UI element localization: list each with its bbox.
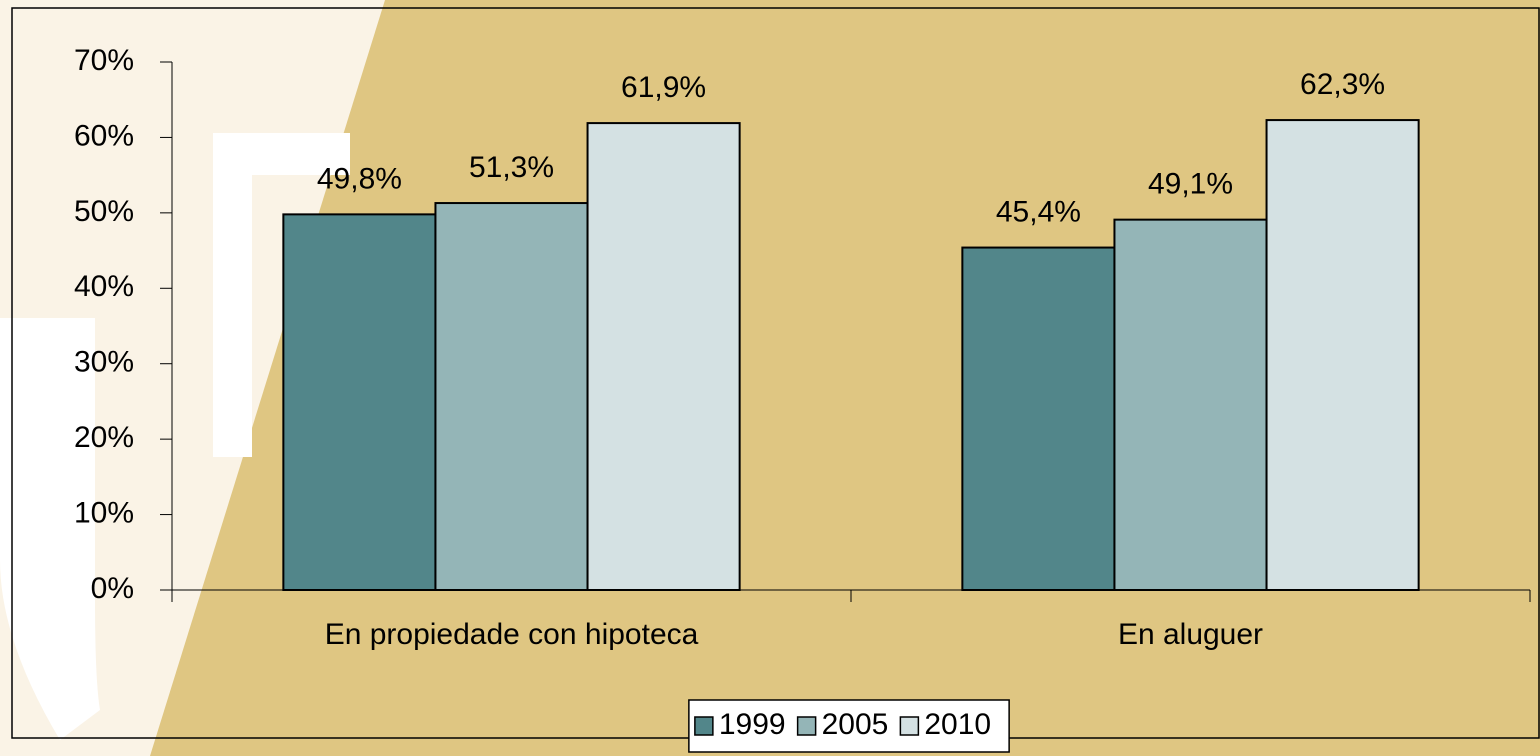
y-tick-label: 50% — [74, 195, 134, 228]
bar — [586, 122, 741, 592]
value-label: 45,4% — [996, 195, 1081, 228]
value-label: 62,3% — [1300, 68, 1385, 101]
bar — [1113, 218, 1268, 591]
y-tick-label: 20% — [74, 421, 134, 454]
legend-swatch — [694, 716, 714, 736]
bar — [961, 246, 1116, 591]
value-label: 61,9% — [621, 71, 706, 104]
background-decoration — [0, 0, 385, 756]
legend-swatch — [796, 716, 817, 736]
value-label: 49,8% — [317, 162, 402, 195]
legend-swatch — [899, 716, 920, 736]
bar — [1265, 119, 1420, 592]
y-tick-label: 70% — [74, 44, 134, 77]
value-label: 49,1% — [1148, 168, 1233, 201]
bar — [282, 213, 437, 591]
background-decoration — [213, 133, 350, 457]
y-tick-label: 40% — [74, 270, 134, 303]
x-tick-label: En propiedade con hipoteca — [325, 618, 699, 651]
y-tick-label: 30% — [74, 346, 134, 379]
y-tick-label: 0% — [91, 572, 134, 605]
legend-label: 1999 — [719, 708, 786, 741]
x-tick-label: En aluguer — [1118, 618, 1263, 651]
value-label: 51,3% — [469, 151, 554, 184]
background-decoration — [0, 318, 100, 740]
y-tick-label: 60% — [74, 119, 134, 152]
legend-label: 2010 — [924, 708, 991, 741]
legend-label: 2005 — [822, 708, 889, 741]
y-tick-label: 10% — [74, 496, 134, 529]
bar — [434, 202, 589, 591]
legend-box — [688, 699, 1010, 753]
